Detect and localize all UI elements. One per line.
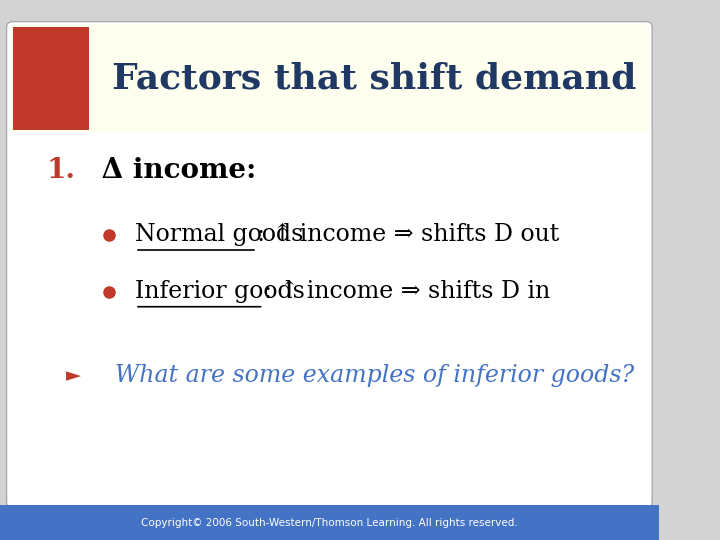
Text: : ↑ income ⇒ shifts D in: : ↑ income ⇒ shifts D in (264, 280, 550, 303)
Text: What are some examples of inferior goods?: What are some examples of inferior goods… (115, 364, 634, 387)
FancyBboxPatch shape (10, 24, 649, 132)
Bar (0, 505, 659, 540)
Bar (13, 27, 89, 130)
Text: Δ income:: Δ income: (92, 157, 256, 184)
Text: : ↑ income ⇒ shifts D out: : ↑ income ⇒ shifts D out (257, 224, 559, 246)
Text: ►: ► (66, 366, 81, 385)
Text: Copyright© 2006 South-Western/Thomson Learning. All rights reserved.: Copyright© 2006 South-Western/Thomson Le… (141, 518, 518, 528)
Text: Factors that shift demand: Factors that shift demand (112, 62, 636, 95)
Text: 1.: 1. (46, 157, 75, 184)
Text: Normal goods: Normal goods (135, 224, 303, 246)
FancyBboxPatch shape (6, 22, 652, 508)
Text: Inferior goods: Inferior goods (135, 280, 305, 303)
